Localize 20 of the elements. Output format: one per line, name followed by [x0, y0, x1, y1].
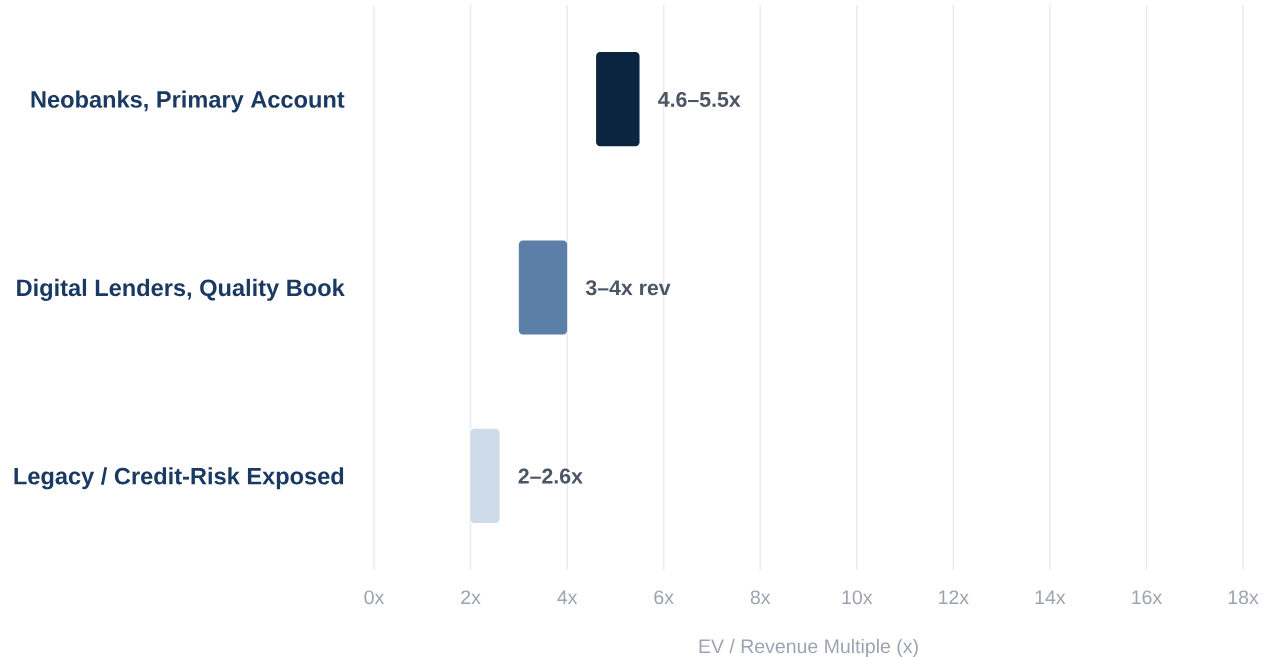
x-axis-title: EV / Revenue Multiple (x): [699, 638, 918, 657]
x-tick-label: 8x: [750, 590, 771, 605]
data-label: 3–4x rev: [585, 280, 671, 296]
x-tick-label: 18x: [1228, 590, 1259, 605]
y-tick-label: Digital Lenders, Quality Book: [17, 278, 345, 301]
x-tick-label: 10x: [842, 590, 873, 605]
x-tick-label: 2x: [461, 590, 481, 605]
x-tick-label: 14x: [1035, 590, 1066, 605]
x-tick-label: 0x: [364, 590, 385, 605]
y-tick-label: Neobanks, Primary Account: [31, 90, 345, 113]
bar: [596, 52, 640, 147]
x-tick-label: 4x: [557, 590, 578, 605]
x-tick-label: 16x: [1132, 590, 1162, 605]
x-tick-label: 12x: [939, 590, 969, 605]
data-label: 2–2.6x: [518, 468, 583, 484]
data-label: 4.6–5.5x: [658, 91, 741, 107]
bar: [470, 428, 500, 523]
y-tick-label: Legacy / Credit-Risk Exposed: [14, 467, 344, 490]
bar: [518, 240, 568, 335]
x-tick-label: 6x: [654, 590, 674, 605]
